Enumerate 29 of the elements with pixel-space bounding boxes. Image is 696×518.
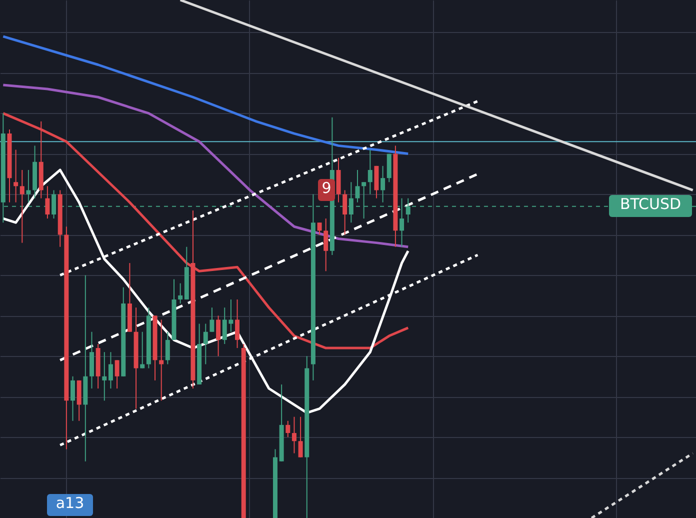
candlestick (368, 149, 372, 195)
candlestick (108, 352, 113, 389)
candlestick (52, 190, 56, 220)
candlestick (140, 331, 145, 369)
candlestick (298, 416, 303, 458)
ref-line-label: BTCUSD (609, 195, 692, 218)
candlestick (380, 165, 386, 203)
candlestick (210, 307, 214, 332)
candlestick (342, 190, 348, 236)
candlestick (292, 416, 296, 454)
candlestick (178, 282, 183, 304)
candlestick (70, 376, 76, 422)
annotation: 9 (318, 179, 335, 201)
candlestick (165, 331, 170, 365)
candlestick (159, 319, 164, 402)
candlestick (324, 218, 328, 272)
candlestick (286, 420, 290, 438)
candlestick (216, 315, 221, 357)
candlestick (203, 323, 208, 365)
candlestick (26, 169, 31, 203)
candlestick (114, 360, 120, 389)
candlestick (317, 222, 322, 236)
annotation: a13 (47, 494, 93, 516)
candlestick (14, 149, 18, 203)
candlestick (235, 298, 240, 349)
candlestick (20, 169, 24, 244)
candlestick (355, 169, 360, 203)
candlestick (45, 186, 50, 220)
candlestick (102, 352, 107, 402)
